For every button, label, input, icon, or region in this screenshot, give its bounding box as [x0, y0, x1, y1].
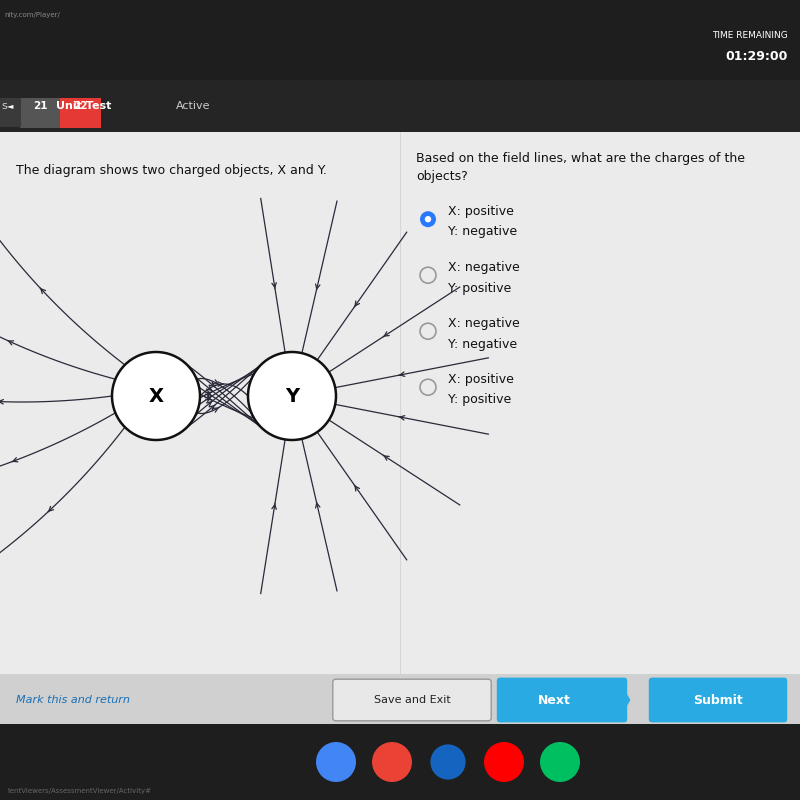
Text: Submit: Submit [694, 694, 743, 706]
Bar [0, 0, 800, 80]
Text: Active: Active [176, 101, 210, 111]
FancyBboxPatch shape [60, 98, 101, 128]
Text: 21: 21 [33, 101, 47, 111]
Circle shape [430, 744, 466, 779]
Text: X: positive: X: positive [448, 205, 514, 218]
Text: Next: Next [538, 694, 571, 706]
Bar [0, 674, 800, 724]
Text: X: negative: X: negative [448, 317, 520, 330]
Text: Unit Test: Unit Test [56, 101, 111, 111]
Circle shape [372, 742, 412, 782]
Text: 22: 22 [73, 101, 87, 111]
Text: The diagram shows two charged objects, X and Y.: The diagram shows two charged objects, X… [16, 164, 327, 177]
Text: nity.com/Player/: nity.com/Player/ [4, 12, 60, 18]
Circle shape [420, 211, 436, 227]
Circle shape [425, 216, 431, 222]
Circle shape [112, 352, 200, 440]
FancyBboxPatch shape [497, 678, 627, 722]
Circle shape [248, 352, 336, 440]
Text: X: negative: X: negative [448, 261, 520, 274]
Text: TIME REMAINING: TIME REMAINING [712, 31, 788, 41]
Bar [0, 80, 800, 132]
Text: ◄: ◄ [7, 102, 14, 110]
FancyBboxPatch shape [333, 679, 491, 721]
Text: Y: negative: Y: negative [448, 338, 517, 350]
Text: Y: positive: Y: positive [448, 282, 511, 294]
Circle shape [484, 742, 524, 782]
Text: tentViewers/AssessmentViewer/Activity#: tentViewers/AssessmentViewer/Activity# [8, 787, 152, 794]
Text: X: X [149, 386, 163, 406]
FancyBboxPatch shape [649, 678, 787, 722]
Text: 01:29:00: 01:29:00 [726, 50, 788, 62]
Text: Y: Y [285, 386, 299, 406]
FancyBboxPatch shape [20, 98, 61, 128]
Text: Based on the field lines, what are the charges of the
objects?: Based on the field lines, what are the c… [416, 152, 745, 183]
Text: Save and Exit: Save and Exit [374, 695, 450, 705]
Text: X: positive: X: positive [448, 373, 514, 386]
FancyBboxPatch shape [0, 98, 21, 127]
Text: Y: positive: Y: positive [448, 394, 511, 406]
Text: Y: negative: Y: negative [448, 226, 517, 238]
Bar [0, 724, 800, 800]
FancyArrow shape [614, 689, 630, 711]
Circle shape [316, 742, 356, 782]
Circle shape [540, 742, 580, 782]
Text: Mark this and return: Mark this and return [16, 695, 130, 705]
Text: s: s [2, 101, 7, 111]
Bar [0, 132, 800, 676]
